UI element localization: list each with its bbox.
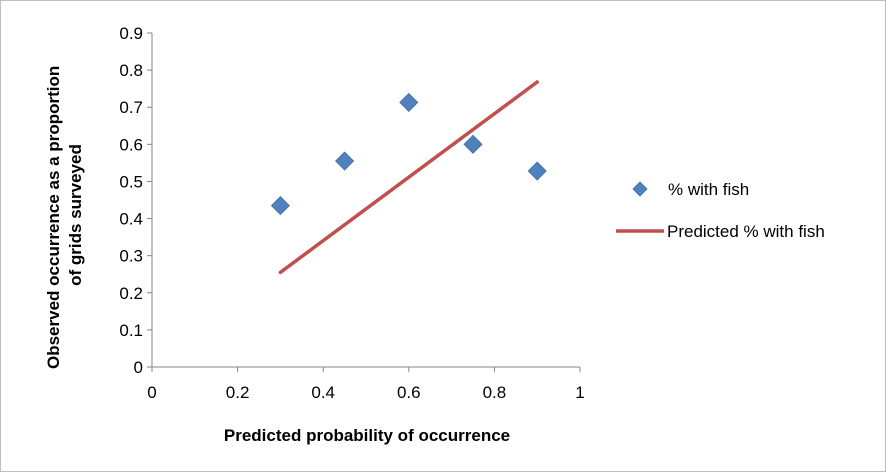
x-axis-title: Predicted probability of occurrence — [224, 426, 510, 445]
y-tick-label: 0.3 — [119, 247, 143, 266]
x-tick-label: 0.4 — [311, 383, 335, 402]
y-tick-label: 0.6 — [119, 135, 143, 154]
y-axis-title-line-2: of grids surveyed — [66, 144, 85, 286]
x-tick-label: 1 — [575, 383, 584, 402]
y-axis-title: Observed occurrence as a proportion of g… — [44, 61, 85, 369]
data-point — [335, 151, 355, 171]
legend-diamond-swatch — [632, 181, 648, 197]
y-tick-label: 0.2 — [119, 284, 143, 303]
x-tick-label: 0.2 — [226, 383, 250, 402]
x-tick-label: 0 — [147, 383, 156, 402]
y-tick-label: 0.1 — [119, 321, 143, 340]
y-tick-label: 0.9 — [119, 24, 143, 43]
predicted-line — [278, 80, 539, 275]
y-tick-label: 0.8 — [119, 61, 143, 80]
y-tick-label: 0 — [134, 358, 143, 377]
y-tick-label: 0.7 — [119, 98, 143, 117]
data-point — [527, 161, 547, 181]
x-tick-label: 0.6 — [397, 383, 421, 402]
y-axis-title-line-1: Observed occurrence as a proportion — [44, 66, 63, 369]
data-point — [270, 196, 290, 216]
legend-label: Predicted % with fish — [667, 222, 825, 241]
legend: % with fish Predicted % with fish — [616, 180, 825, 241]
data-point — [399, 92, 419, 112]
data-point — [463, 134, 483, 154]
plot-series — [270, 80, 547, 275]
axes: 0 0.1 0.2 0.3 0.4 0.5 0.6 0.7 0.8 0.9 0 0.2 0.4 0.6 0.… — [119, 24, 584, 402]
y-tick-label: 0.5 — [119, 172, 143, 191]
legend-label: % with fish — [668, 180, 749, 199]
x-tick-label: 0.8 — [483, 383, 507, 402]
y-tick-label: 0.4 — [119, 210, 143, 229]
